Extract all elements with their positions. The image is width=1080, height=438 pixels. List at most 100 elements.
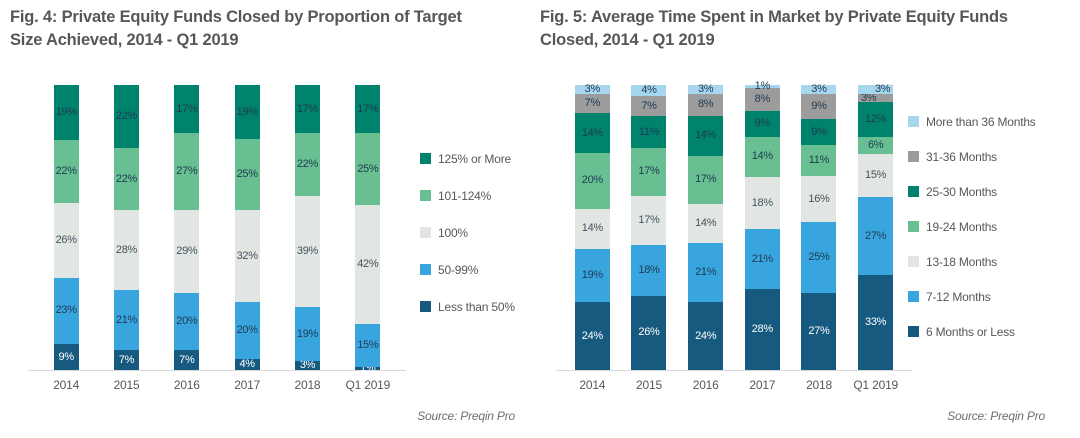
legend-label: 101-124% (438, 188, 492, 203)
segment-19-24-months: 6% (858, 136, 894, 155)
legend-label: 7-12 Months (926, 289, 991, 304)
segment-value-label: 25% (236, 168, 258, 181)
segment-value-label: 26% (55, 233, 77, 246)
legend-item-6-months-or-less: 6 Months or Less (908, 314, 1036, 349)
segment-value-label: 3% (874, 82, 891, 95)
segment-value-label: 26% (638, 326, 660, 339)
legend-swatch-icon (908, 221, 919, 232)
legend-label: 50-99% (438, 262, 479, 277)
segment-less-than-50: 7% (174, 350, 200, 370)
legend-item-19-24-months: 19-24 Months (908, 209, 1036, 244)
segment-value-label: 14% (581, 126, 603, 139)
legend-swatch-icon (908, 291, 919, 302)
segment-value-label: 1% (360, 362, 376, 375)
fig5-title: Fig. 5: Average Time Spent in Market by … (540, 6, 1075, 52)
segment-19-24-months: 17% (688, 155, 724, 204)
segment-value-label: 20% (236, 323, 258, 336)
segment-value-label: 3% (697, 82, 714, 95)
segment-25-30-months: 14% (574, 113, 610, 153)
segment-6-months-or-less: 28% (744, 289, 780, 370)
segment-value-label: 20% (581, 174, 603, 187)
segment-value-label: 17% (638, 165, 660, 178)
segment-value-label: 4% (641, 84, 657, 97)
x-axis-label-q1-2019: Q1 2019 (853, 378, 899, 392)
bar-2018: 27% 25% 16% 11% 9% 9% 3% (801, 82, 837, 370)
segment-value-label: 7% (179, 353, 195, 366)
segment-value-label: 3% (584, 82, 601, 95)
fig5-legend: More than 36 Months 31-36 Months 25-30 Mon… (908, 104, 1036, 349)
bar-q1-2019: 33% 27% 15% 6% 12% 3% 3% (858, 82, 894, 370)
bar-2017: 4% 20% 32% 25% 19% (234, 85, 260, 370)
segment-value-label: 1% (754, 79, 771, 92)
segment-50-99: 15% (355, 324, 381, 368)
segment-more-than-36-months: 3% (801, 82, 837, 95)
legend-item-7-12-months: 7-12 Months (908, 279, 1036, 314)
segment-value-label: 14% (695, 129, 717, 142)
fig5-x-axis: 2014 2015 2016 2017 2018 Q1 2019 (556, 378, 912, 392)
legend-swatch-icon (420, 264, 431, 275)
segment-7-12-months: 25% (801, 221, 837, 294)
segment-value-label: 24% (695, 329, 717, 342)
segment-value-label: 28% (115, 243, 138, 256)
segment-125-or-more: 17% (294, 85, 320, 134)
segment-value-label: 32% (236, 249, 258, 262)
segment-100: 26% (53, 203, 79, 278)
segment-125-or-more: 17% (174, 85, 200, 134)
segment-value-label: 29% (176, 245, 198, 258)
fig5-title-line1: Fig. 5: Average Time Spent in Market by … (540, 8, 1008, 26)
segment-value-label: 42% (357, 258, 379, 271)
segment-value-label: 3% (811, 82, 827, 95)
segment-25-30-months: 11% (631, 116, 667, 148)
segment-value-label: 18% (751, 196, 773, 209)
segment-value-label: 7% (584, 96, 601, 109)
segment-31-36-months: 8% (744, 87, 780, 111)
legend-swatch-icon (420, 227, 431, 238)
segment-value-label: 22% (55, 164, 77, 177)
segment-6-months-or-less: 24% (574, 302, 610, 370)
segment-more-than-36-months: 3% (688, 82, 724, 95)
segment-value-label: 19% (296, 327, 319, 340)
legend-label: 125% or More (438, 151, 511, 166)
segment-value-label: 15% (357, 339, 379, 352)
legend-swatch-icon (908, 151, 919, 162)
legend-swatch-icon (420, 301, 431, 312)
segment-31-36-months: 7% (574, 93, 610, 114)
segment-value-label: 20% (176, 315, 198, 328)
segment-101-124: 25% (355, 133, 381, 205)
segment-100: 29% (174, 210, 200, 294)
segment-value-label: 33% (865, 316, 887, 328)
segment-value-label: 9% (754, 117, 771, 130)
x-axis-label-2015: 2015 (113, 378, 140, 392)
segment-value-label: 16% (808, 192, 830, 205)
segment-value-label: 22% (296, 158, 319, 171)
legend-label: Less than 50% (438, 299, 515, 314)
segment-value-label: 17% (176, 102, 198, 115)
segment-25-30-months: 12% (858, 102, 894, 137)
segment-100: 42% (355, 204, 381, 325)
segment-value-label: 22% (115, 172, 138, 185)
x-axis-label-2016: 2016 (173, 378, 200, 392)
legend-swatch-icon (420, 190, 431, 201)
segment-100: 39% (294, 196, 320, 308)
segment-less-than-50: 3% (294, 360, 320, 371)
segment-value-label: 19% (55, 105, 77, 118)
segment-value-label: 4% (239, 357, 255, 370)
segment-101-124: 22% (294, 133, 320, 197)
segment-125-or-more: 17% (355, 85, 381, 134)
segment-value-label: 17% (695, 173, 717, 186)
segment-value-label: 25% (808, 250, 830, 263)
segment-100: 32% (234, 210, 260, 302)
segment-13-18-months: 15% (858, 154, 894, 198)
x-axis-label-2018: 2018 (806, 378, 832, 392)
segment-50-99: 20% (174, 293, 200, 351)
segment-less-than-50: 4% (234, 357, 260, 370)
segment-value-label: 17% (638, 213, 660, 226)
segment-less-than-50: 9% (53, 344, 79, 370)
segment-value-label: 7% (641, 99, 657, 112)
segment-13-18-months: 14% (574, 209, 610, 249)
segment-less-than-50: 1% (355, 363, 381, 374)
bar-2014: 24% 19% 14% 20% 14% 7% 3% (574, 82, 610, 370)
bar-2018: 3% 19% 39% 22% 17% (294, 85, 320, 371)
segment-13-18-months: 14% (688, 203, 724, 244)
